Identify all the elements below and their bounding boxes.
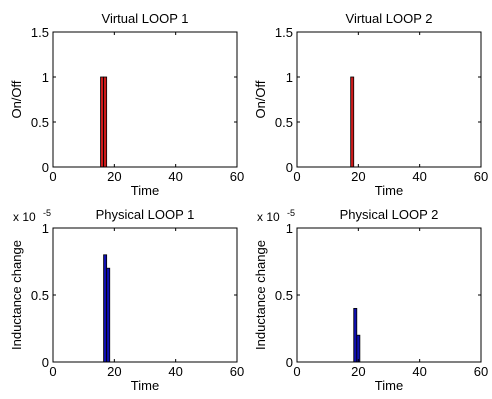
y-tick-label: 1.5 xyxy=(275,25,293,40)
x-tick-label: 20 xyxy=(351,169,365,184)
x-axis-label: Time xyxy=(375,183,403,198)
y-axis-label: On/Off xyxy=(253,80,268,118)
x-axis-label: Time xyxy=(375,378,403,393)
axis-exponent: x 10 xyxy=(257,210,280,224)
y-tick-label: 0.5 xyxy=(31,115,49,130)
axes-frame xyxy=(296,31,482,168)
plot-area xyxy=(297,32,481,167)
chart-title: Virtual LOOP 1 xyxy=(102,11,189,26)
axis-exponent: x 10 xyxy=(13,210,36,224)
subplot-2: 0 20 40 60 0 0.5 1 1.5 Virtual LOOP 2 Time On/Off xyxy=(253,11,488,198)
y-tick-label: 1 xyxy=(42,70,49,85)
x-tick-label: 60 xyxy=(474,364,488,379)
y-tick-label: 1 xyxy=(42,221,49,236)
subplot-1: 0 20 40 60 0 0.5 1 1.5 Virtual LOOP 1 Time On/Off xyxy=(9,11,244,198)
chart-title: Physical LOOP 2 xyxy=(340,207,439,222)
y-tick-label: 0 xyxy=(286,355,293,370)
bar xyxy=(100,76,104,168)
x-tick-label: 0 xyxy=(293,364,300,379)
x-axis-label: Time xyxy=(131,183,159,198)
y-tick-label: 0 xyxy=(286,160,293,175)
axis-exponent-power: -5 xyxy=(43,208,51,218)
plot-area xyxy=(53,228,237,362)
y-tick-label: 1.5 xyxy=(31,25,49,40)
y-axis-label: Inductance change xyxy=(9,240,24,350)
y-tick-label: 1 xyxy=(286,221,293,236)
bar xyxy=(353,307,358,363)
x-tick-label: 40 xyxy=(412,169,426,184)
x-axis-label: Time xyxy=(131,378,159,393)
axes-frame xyxy=(52,31,238,168)
bar xyxy=(350,76,355,168)
y-axis-label: Inductance change xyxy=(253,240,268,350)
x-tick-label: 20 xyxy=(351,364,365,379)
x-tick-label: 0 xyxy=(49,364,56,379)
x-tick-label: 0 xyxy=(49,169,56,184)
plot-area xyxy=(53,32,237,167)
bar xyxy=(103,76,108,168)
y-tick-label: 0.5 xyxy=(31,288,49,303)
y-tick-label: 0 xyxy=(42,160,49,175)
x-tick-label: 60 xyxy=(474,169,488,184)
subplot-3: 0 20 40 60 0 0.5 1 Physical LOOP 1 Time Inductanc… xyxy=(9,207,244,393)
chart-title: Virtual LOOP 2 xyxy=(346,11,433,26)
x-tick-label: 40 xyxy=(168,169,182,184)
x-tick-label: 60 xyxy=(230,169,244,184)
y-axis-label: On/Off xyxy=(9,80,24,118)
y-tick-label: 0 xyxy=(42,355,49,370)
y-tick-label: 0.5 xyxy=(275,115,293,130)
plot-area xyxy=(297,228,481,362)
y-tick-label: 1 xyxy=(286,70,293,85)
bar xyxy=(356,334,361,363)
x-tick-label: 20 xyxy=(107,364,121,379)
y-tick-label: 0.5 xyxy=(275,288,293,303)
bar xyxy=(106,267,111,363)
x-tick-label: 60 xyxy=(230,364,244,379)
bar xyxy=(103,254,108,363)
x-tick-label: 40 xyxy=(168,364,182,379)
axis-exponent-power: -5 xyxy=(287,208,295,218)
x-tick-label: 0 xyxy=(293,169,300,184)
x-tick-label: 20 xyxy=(107,169,121,184)
subplot-4: 0 20 40 60 0 0.5 1 Physical LOOP 2 Time Inductanc… xyxy=(253,207,488,393)
x-tick-label: 40 xyxy=(412,364,426,379)
chart-title: Physical LOOP 1 xyxy=(96,207,195,222)
